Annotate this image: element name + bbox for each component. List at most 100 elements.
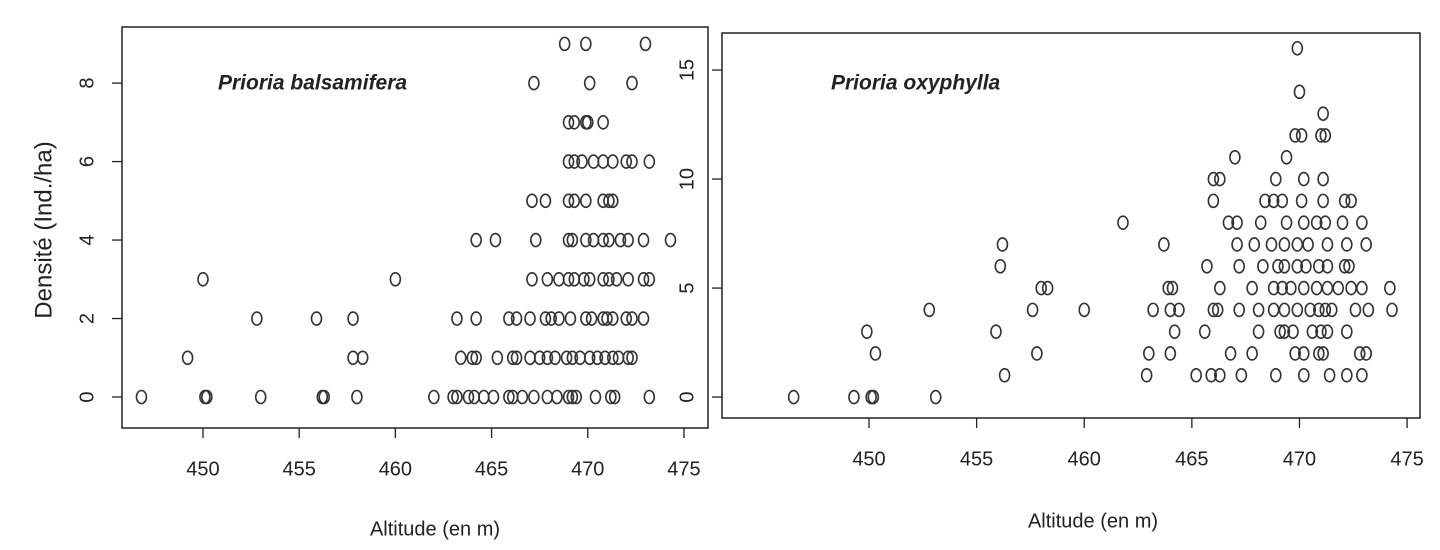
point xyxy=(606,193,619,209)
point xyxy=(601,311,613,326)
point xyxy=(1265,237,1278,252)
point xyxy=(626,75,638,91)
point xyxy=(587,232,600,248)
point xyxy=(1190,367,1202,383)
point xyxy=(1164,302,1177,318)
point xyxy=(664,232,677,248)
point xyxy=(599,350,611,366)
point xyxy=(539,193,552,209)
point xyxy=(574,350,586,366)
point xyxy=(197,271,209,287)
point xyxy=(1207,193,1220,209)
point xyxy=(1233,258,1246,274)
point xyxy=(643,154,656,169)
point xyxy=(1259,193,1271,209)
point xyxy=(1289,128,1301,143)
point xyxy=(503,311,515,326)
point xyxy=(539,311,552,326)
point xyxy=(1026,302,1039,318)
y-tick-label: 5 xyxy=(676,283,698,294)
point xyxy=(1267,193,1280,209)
point xyxy=(1173,302,1185,318)
point xyxy=(583,75,596,91)
point xyxy=(462,389,475,405)
x-tick-label: 450 xyxy=(852,448,885,470)
point xyxy=(589,389,602,405)
point xyxy=(929,389,942,405)
point xyxy=(1343,258,1355,274)
point xyxy=(1297,215,1310,230)
point xyxy=(1267,280,1280,296)
point xyxy=(1269,171,1282,187)
point xyxy=(1360,237,1372,252)
point xyxy=(447,389,459,405)
point xyxy=(254,389,267,405)
point xyxy=(1198,324,1211,339)
point xyxy=(510,350,523,366)
point xyxy=(568,154,581,169)
point xyxy=(1360,346,1372,361)
point xyxy=(566,350,579,366)
point xyxy=(583,350,596,366)
point xyxy=(1315,324,1327,339)
point xyxy=(503,389,515,405)
point xyxy=(1315,128,1327,143)
point xyxy=(551,389,563,405)
point xyxy=(541,389,554,405)
point xyxy=(451,389,463,405)
point xyxy=(1254,215,1267,230)
point xyxy=(528,75,540,91)
point xyxy=(1297,346,1310,361)
point xyxy=(466,350,479,366)
point xyxy=(603,271,615,287)
point xyxy=(585,311,598,326)
point xyxy=(1338,258,1351,274)
point xyxy=(470,232,482,248)
point xyxy=(562,154,575,169)
point xyxy=(564,311,577,326)
point xyxy=(1201,258,1213,274)
point xyxy=(516,389,529,405)
point xyxy=(1166,280,1179,296)
point xyxy=(470,350,482,366)
point xyxy=(1274,324,1286,339)
point xyxy=(639,36,652,52)
point xyxy=(1164,346,1177,361)
point xyxy=(1353,346,1366,361)
point xyxy=(347,350,359,366)
x-tick-label: 470 xyxy=(571,458,604,480)
point xyxy=(1147,302,1159,318)
point xyxy=(526,193,538,209)
point xyxy=(1214,280,1226,296)
point xyxy=(562,193,575,209)
point xyxy=(135,389,148,405)
point xyxy=(643,271,656,287)
point xyxy=(1293,84,1306,100)
point xyxy=(491,350,504,366)
point xyxy=(201,389,213,405)
x-tick-label: 465 xyxy=(1175,448,1208,470)
point xyxy=(637,271,650,287)
point xyxy=(1231,215,1243,230)
point xyxy=(581,115,594,130)
point xyxy=(1384,280,1396,296)
x-tick-label: 475 xyxy=(1390,448,1423,470)
point xyxy=(1214,171,1226,187)
point xyxy=(545,311,558,326)
point xyxy=(1297,280,1310,296)
point xyxy=(310,311,323,326)
x-tick-label: 460 xyxy=(379,458,412,480)
point xyxy=(583,271,596,287)
point xyxy=(1310,280,1323,296)
point xyxy=(1319,302,1332,318)
point xyxy=(1332,280,1345,296)
point xyxy=(1287,324,1299,339)
y-tick-label: 0 xyxy=(76,391,98,402)
point xyxy=(869,346,882,361)
point xyxy=(1246,280,1258,296)
y-tick-label: 6 xyxy=(76,156,98,167)
chart-panel: 450 455 460 465 470 475 0 2 4 6 8 Prioria balsamife… xyxy=(30,26,709,540)
point xyxy=(603,232,615,248)
point xyxy=(570,389,583,405)
point xyxy=(1276,280,1289,296)
